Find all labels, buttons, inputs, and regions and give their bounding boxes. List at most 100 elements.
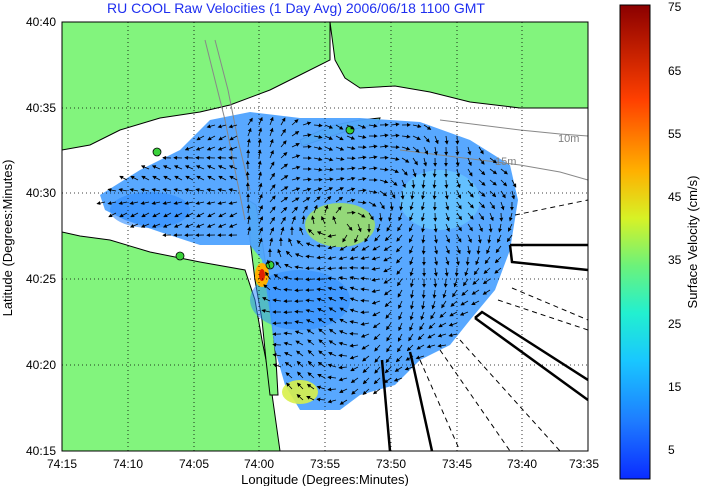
- velocity-arrow: [327, 266, 337, 271]
- velocity-arrow: [246, 215, 251, 225]
- velocity-arrow: [357, 177, 367, 182]
- contour-label-10m: 10m: [558, 133, 579, 145]
- velocity-arrow: [448, 322, 458, 327]
- velocity-arrow: [140, 165, 150, 170]
- velocity-arrow: [258, 216, 263, 225]
- velocity-arrow: [327, 399, 337, 404]
- velocity-arrow: [484, 256, 491, 265]
- velocity-arrow: [467, 234, 472, 244]
- velocity-arrow: [421, 300, 426, 310]
- velocity-arrow: [346, 166, 356, 171]
- velocity-arrow: [327, 233, 337, 238]
- velocity-arrow: [302, 187, 312, 192]
- velocity-arrow: [445, 234, 450, 243]
- velocity-arrow: [269, 149, 274, 159]
- velocity-arrow: [217, 124, 227, 129]
- velocity-arrow: [269, 184, 276, 192]
- velocity-arrow: [379, 190, 388, 197]
- velocity-arrow: [423, 135, 430, 143]
- velocity-arrow: [379, 133, 389, 138]
- velocity-arrow: [456, 212, 462, 221]
- velocity-arrow: [508, 212, 513, 222]
- velocity-arrow: [445, 245, 450, 255]
- velocity-arrow: [130, 175, 139, 181]
- velocity-arrow: [448, 333, 458, 338]
- velocity-arrow: [291, 197, 300, 203]
- velocity-arrow: [258, 116, 263, 126]
- velocity-arrow: [291, 119, 299, 126]
- velocity-arrow: [439, 311, 447, 318]
- velocity-arrow: [338, 365, 348, 370]
- velocity-arrow: [185, 175, 194, 181]
- velocity-arrow: [383, 377, 392, 384]
- velocity-arrow: [398, 322, 403, 332]
- velocity-arrow: [206, 146, 216, 151]
- velocity-arrow: [294, 330, 304, 335]
- velocity-arrow: [452, 289, 458, 298]
- velocity-arrow: [313, 146, 323, 151]
- velocity-arrow: [374, 355, 381, 363]
- velocity-arrow: [368, 123, 378, 128]
- velocity-arrow: [371, 266, 381, 271]
- velocity-arrow: [456, 201, 462, 210]
- velocity-arrow: [421, 179, 426, 189]
- velocity-arrow: [467, 212, 474, 220]
- velocity-arrow: [357, 155, 367, 160]
- velocity-arrow: [420, 212, 425, 222]
- velocity-arrow: [409, 201, 414, 211]
- velocity-arrow: [360, 256, 370, 261]
- velocity-arrow: [196, 135, 205, 141]
- velocity-arrow: [306, 395, 315, 401]
- velocity-arrow: [335, 177, 345, 181]
- velocity-arrow: [291, 154, 301, 159]
- velocity-arrow: [302, 133, 312, 138]
- velocity-arrow: [262, 297, 271, 302]
- velocity-arrow: [415, 355, 425, 360]
- land-staten-island-nj: [62, 22, 331, 151]
- velocity-arrow: [349, 320, 359, 325]
- velocity-arrow: [328, 328, 337, 335]
- colorbar-tick-label: 5: [668, 443, 675, 457]
- velocity-arrow: [339, 399, 348, 405]
- velocity-arrow: [482, 278, 491, 285]
- velocity-arrow: [434, 135, 439, 145]
- velocity-arrow: [294, 253, 304, 258]
- land-brooklyn-queens: [329, 22, 588, 109]
- velocity-arrow: [346, 198, 356, 203]
- velocity-arrow: [360, 276, 370, 281]
- velocity-arrow: [151, 223, 161, 228]
- velocity-arrow: [349, 297, 359, 302]
- velocity-arrow: [324, 204, 329, 214]
- velocity-arrow: [372, 245, 381, 251]
- velocity-arrow: [185, 212, 194, 218]
- velocity-arrow: [328, 317, 337, 324]
- velocity-arrow: [280, 226, 285, 236]
- land-new-jersey: [62, 231, 281, 451]
- velocity-arrow: [173, 223, 183, 228]
- velocity-arrow: [152, 175, 161, 181]
- velocity-arrow: [217, 146, 227, 151]
- colorbar-tick-label: 35: [668, 253, 682, 267]
- colorbar-ticks: 75 65 55 45 35 25 15 5: [668, 0, 682, 457]
- velocity-arrow: [301, 215, 306, 225]
- velocity-arrow: [316, 287, 326, 292]
- velocity-arrow: [196, 212, 205, 218]
- velocity-arrow: [412, 157, 418, 166]
- velocity-arrow: [305, 298, 315, 303]
- velocity-arrow: [467, 157, 472, 167]
- contour-label-15m: 15m: [495, 156, 516, 168]
- velocity-arrow: [361, 245, 370, 251]
- velocity-arrow: [385, 311, 392, 319]
- velocity-arrow: [349, 308, 359, 313]
- velocity-arrow: [247, 127, 252, 137]
- velocity-arrow: [372, 311, 381, 317]
- velocity-arrow: [129, 223, 139, 228]
- velocity-arrow: [371, 300, 381, 305]
- velocity-arrow: [184, 165, 194, 170]
- velocity-arrow: [217, 201, 227, 205]
- velocity-arrow: [360, 333, 370, 338]
- velocity-arrow: [324, 195, 332, 203]
- velocity-arrow: [467, 168, 473, 177]
- x-axis-label: Longitude (Degrees:Minutes): [241, 472, 409, 486]
- y-tick-label: 40:15: [26, 444, 56, 458]
